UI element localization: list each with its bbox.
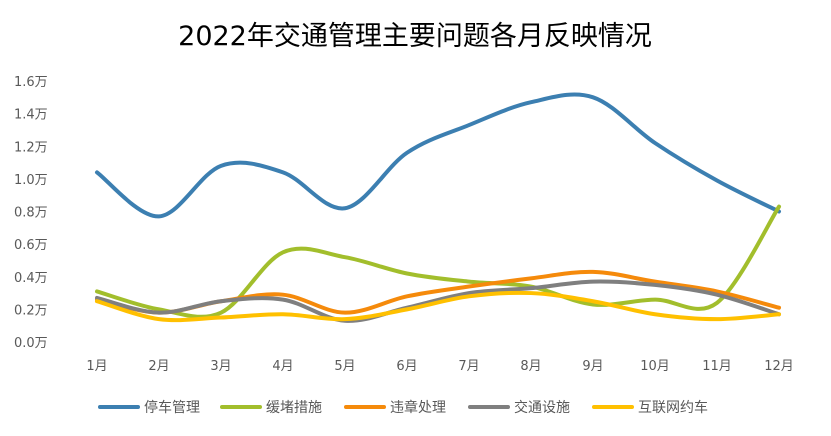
legend-label: 互联网约车 xyxy=(638,399,708,416)
x-tick-label: 7月 xyxy=(458,359,479,374)
x-tick-label: 6月 xyxy=(396,359,417,374)
legend-label: 交通设施 xyxy=(514,399,570,416)
legend-item: 交通设施 xyxy=(468,399,570,416)
x-tick-label: 9月 xyxy=(582,359,603,374)
x-tick-label: 5月 xyxy=(334,359,355,374)
legend-label: 缓堵措施 xyxy=(266,400,322,416)
x-tick-label: 3月 xyxy=(210,359,231,374)
x-tick-label: 8月 xyxy=(520,359,541,374)
y-tick-label: 0.4万 xyxy=(14,271,48,286)
y-tick-label: 0.8万 xyxy=(14,206,48,221)
series-line-1 xyxy=(95,204,781,319)
legend-item: 缓堵措施 xyxy=(220,400,322,416)
series-line-0 xyxy=(95,92,781,219)
y-tick-label: 0.2万 xyxy=(14,303,48,318)
legend-item: 停车管理 xyxy=(98,399,200,416)
chart-title: 2022年交通管理主要问题各月反映情况 xyxy=(178,21,652,52)
y-tick-label: 1.2万 xyxy=(14,140,48,155)
y-tick-label: 1.0万 xyxy=(14,173,48,188)
legend-item: 违章处理 xyxy=(344,399,446,416)
x-tick-label: 4月 xyxy=(272,359,293,374)
x-tick-label: 11月 xyxy=(702,359,732,374)
x-tick-label: 12月 xyxy=(764,359,794,374)
y-tick-label: 0.6万 xyxy=(14,238,48,253)
x-tick-label: 1月 xyxy=(86,359,107,374)
legend-item: 互联网约车 xyxy=(592,399,708,416)
x-tick-label: 2月 xyxy=(148,359,169,374)
legend-label: 停车管理 xyxy=(144,399,200,416)
series-line-4 xyxy=(95,290,781,323)
series-line-3 xyxy=(95,279,781,323)
legend-label: 违章处理 xyxy=(390,399,446,416)
y-tick-label: 1.4万 xyxy=(14,108,48,123)
y-tick-label: 1.6万 xyxy=(14,75,48,90)
y-tick-label: 0.0万 xyxy=(14,336,48,351)
x-tick-label: 10月 xyxy=(640,359,670,374)
